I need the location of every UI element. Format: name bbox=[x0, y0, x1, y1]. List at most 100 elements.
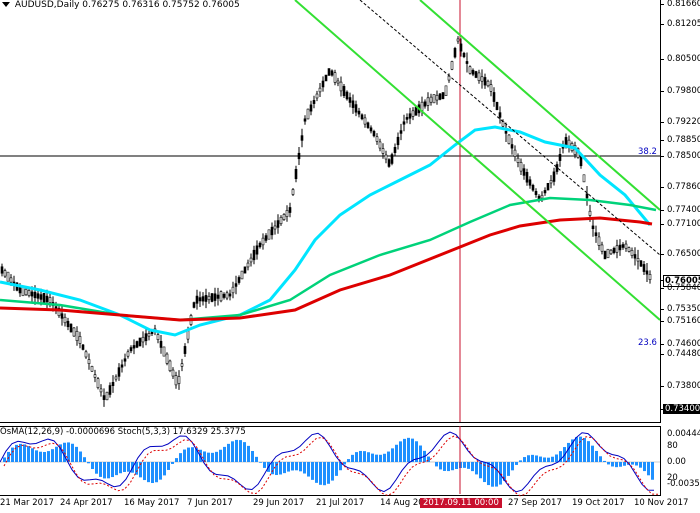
price-tick bbox=[660, 386, 664, 387]
candle-body bbox=[273, 225, 277, 230]
price-label: 0.74600 bbox=[667, 339, 700, 349]
candle-body bbox=[267, 229, 271, 240]
candle-body bbox=[504, 131, 508, 134]
price-tick bbox=[660, 24, 664, 25]
main-price-pane[interactable] bbox=[0, 0, 661, 423]
indicator-axis[interactable]: 0.004445 80 0.00 20-0.00350 bbox=[661, 426, 700, 494]
osma-bar bbox=[643, 462, 646, 472]
candle-body bbox=[468, 66, 472, 74]
osma-bar bbox=[75, 446, 78, 462]
osma-bar bbox=[487, 462, 490, 486]
candle-body bbox=[336, 80, 340, 84]
osma-bar bbox=[379, 454, 382, 462]
candle-body bbox=[426, 97, 430, 106]
current-price-label: 0.76005 bbox=[663, 275, 700, 287]
indicator-axis-label: 80 bbox=[667, 441, 678, 451]
ma-slow-line bbox=[0, 216, 653, 322]
candle-body bbox=[387, 159, 391, 167]
osma-bar bbox=[551, 456, 554, 462]
candle-body bbox=[39, 294, 43, 300]
price-tick bbox=[660, 4, 664, 5]
osma-bar bbox=[283, 462, 286, 474]
candle-body bbox=[63, 316, 67, 324]
osma-bar bbox=[479, 462, 482, 479]
price-label: 0.79800 bbox=[667, 86, 700, 96]
candle-body bbox=[264, 235, 268, 241]
candle-body bbox=[252, 249, 256, 261]
osma-bar bbox=[371, 453, 374, 462]
osma-bar bbox=[291, 462, 294, 471]
candle-body bbox=[57, 307, 61, 317]
osma-bar bbox=[547, 457, 550, 462]
candle-body bbox=[525, 171, 529, 183]
osma-bar bbox=[603, 460, 606, 462]
indicator-canvas bbox=[0, 426, 660, 497]
stoch-signal-line bbox=[3, 435, 659, 497]
osma-bar bbox=[71, 443, 74, 462]
candle-body bbox=[87, 359, 91, 364]
candle-body bbox=[108, 385, 112, 395]
candle-body bbox=[234, 283, 238, 287]
price-label: 0.73400 bbox=[663, 404, 700, 414]
candle-body bbox=[255, 245, 259, 255]
candle-body bbox=[591, 225, 595, 229]
osma-bar bbox=[323, 462, 326, 486]
osma-bar bbox=[539, 456, 542, 462]
candle-body bbox=[597, 236, 601, 246]
candle-body bbox=[396, 136, 400, 146]
candle-body bbox=[102, 395, 106, 400]
candle-body bbox=[72, 327, 76, 337]
osma-bar bbox=[151, 462, 154, 484]
candle-body bbox=[162, 346, 166, 357]
candle-body bbox=[456, 38, 460, 42]
candle-body bbox=[66, 320, 70, 328]
osma-bar bbox=[615, 462, 618, 468]
candle-body bbox=[645, 270, 649, 275]
time-label: 24 Apr 2017 bbox=[60, 498, 113, 508]
candle-body bbox=[630, 250, 634, 256]
chart-title-bar: AUDUSD,Daily 0.76275 0.76316 0.75752 0.7… bbox=[0, 0, 240, 13]
price-axis[interactable]: 0.81660 0.81205 0.80500 0.79800 0.79220 0.788… bbox=[660, 0, 700, 422]
candle-body bbox=[276, 220, 280, 228]
osma-bar bbox=[163, 462, 166, 476]
osma-bar bbox=[639, 462, 642, 468]
osma-bar bbox=[275, 462, 278, 476]
osma-bar bbox=[315, 462, 318, 483]
price-label: 0.75350 bbox=[667, 304, 700, 314]
candle-body bbox=[159, 340, 163, 348]
osma-bar bbox=[543, 457, 546, 462]
osma-bar bbox=[435, 462, 438, 467]
indicator-pane[interactable] bbox=[0, 426, 661, 496]
candle-body bbox=[330, 70, 334, 76]
price-tick bbox=[660, 344, 664, 345]
osma-bar bbox=[387, 451, 390, 462]
osma-bar bbox=[619, 462, 622, 467]
candle-body bbox=[558, 154, 562, 161]
candle-body bbox=[498, 112, 502, 118]
candle-body bbox=[168, 360, 172, 372]
candle-body bbox=[453, 48, 457, 58]
candle-body bbox=[48, 297, 52, 303]
candle-body bbox=[222, 293, 226, 298]
candle-body bbox=[354, 104, 358, 113]
indicator-axis-label: -0.00350 bbox=[667, 479, 700, 489]
chart-collapse-icon[interactable] bbox=[2, 2, 10, 7]
osma-bar bbox=[295, 462, 298, 471]
candle-body bbox=[375, 136, 379, 142]
indicator-axis-label: 20 bbox=[667, 473, 678, 483]
osma-bar bbox=[95, 462, 98, 474]
price-tick bbox=[660, 140, 664, 141]
candle-body bbox=[300, 135, 304, 141]
candle-body bbox=[291, 189, 295, 195]
osma-bar bbox=[591, 445, 594, 462]
candle-body bbox=[33, 291, 37, 299]
candle-body bbox=[240, 270, 244, 280]
osma-bar bbox=[583, 437, 586, 462]
price-label: 0.79220 bbox=[667, 117, 700, 127]
osma-bar bbox=[59, 444, 62, 462]
candle-body bbox=[444, 85, 448, 96]
candle-body bbox=[411, 110, 415, 117]
osma-bar bbox=[211, 452, 214, 462]
osma-bar bbox=[347, 459, 350, 462]
